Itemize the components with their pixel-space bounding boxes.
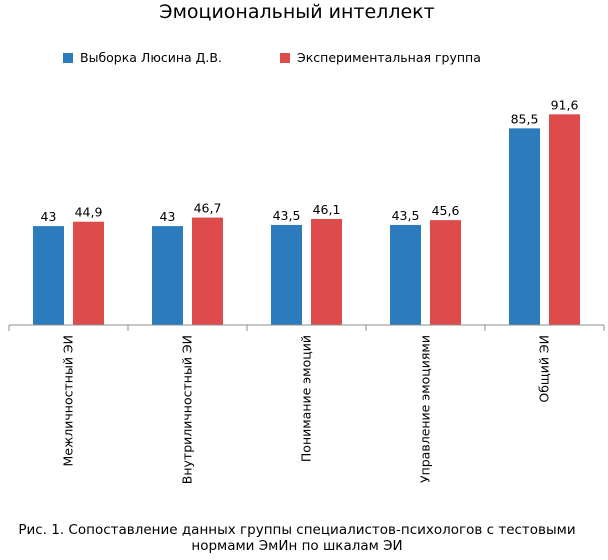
legend: Выборка Люсина Д.В. Экспериментальная гр… <box>0 50 608 70</box>
x-tick-label-5: Общий ЭИ <box>537 335 552 403</box>
bar-1-3 <box>271 224 302 325</box>
chart-title: Эмоциональный интеллект <box>159 1 435 23</box>
bar-2-4 <box>430 220 461 325</box>
bar-1-4 <box>390 224 421 325</box>
bar-chart: 43 44,9 Межличностный ЭИ 43 46,7 Внутриличнос… <box>8 97 605 484</box>
data-label-1-5: 85,5 <box>511 111 539 126</box>
bar-2-3 <box>311 218 342 325</box>
data-label-1-2: 43 <box>160 209 176 224</box>
x-tick-label-1: Межличностный ЭИ <box>61 335 76 466</box>
data-label-2-5: 91,6 <box>551 97 579 112</box>
x-tick-label-4: Управление эмоциями <box>418 335 433 483</box>
bar-1-2 <box>152 226 183 325</box>
bar-2-2 <box>192 217 223 325</box>
bar-1-5 <box>509 128 540 325</box>
bar-2-1 <box>73 221 104 325</box>
figure-caption: Рис. 1. Сопоставление данных группы спец… <box>18 522 576 554</box>
x-tick-label-2: Внутриличностный ЭИ <box>180 335 195 484</box>
data-label-1-4: 43,5 <box>392 208 420 223</box>
bar-1-1 <box>33 226 64 325</box>
legend-item-series-1: Выборка Люсина Д.В. <box>63 50 222 66</box>
data-label-2-2: 46,7 <box>194 201 222 216</box>
legend-swatch-series-1 <box>63 53 73 63</box>
data-label-2-4: 45,6 <box>432 203 460 218</box>
legend-item-series-2: Экспериментальная группа <box>280 50 481 66</box>
data-label-2-1: 44,9 <box>75 205 103 220</box>
bar-2-5 <box>549 114 580 325</box>
data-label-1-1: 43 <box>41 209 57 224</box>
x-tick-label-3: Понимание эмоций <box>299 335 314 462</box>
data-label-1-3: 43,5 <box>273 208 301 223</box>
legend-label-series-1: Выборка Люсина Д.В. <box>80 50 222 65</box>
legend-label-series-2: Экспериментальная группа <box>297 50 481 65</box>
data-label-2-3: 46,1 <box>313 202 341 217</box>
legend-swatch-series-2 <box>280 53 290 63</box>
